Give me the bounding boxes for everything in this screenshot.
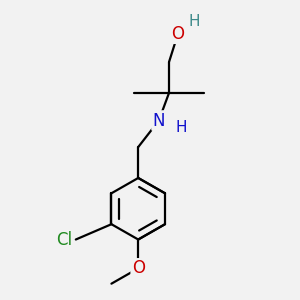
Text: H: H — [175, 119, 187, 134]
Text: Cl: Cl — [56, 230, 72, 248]
Text: O: O — [172, 25, 184, 43]
Text: H: H — [188, 14, 200, 29]
Text: N: N — [153, 112, 165, 130]
Text: O: O — [132, 260, 145, 278]
